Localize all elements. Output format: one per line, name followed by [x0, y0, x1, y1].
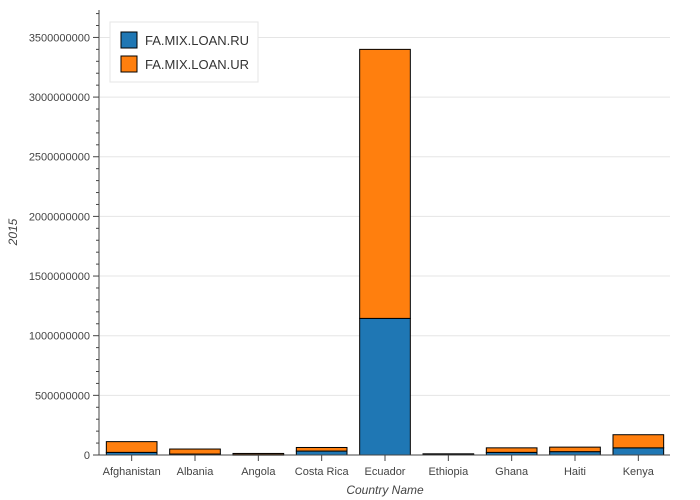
x-tick-label: Ethiopia: [428, 466, 469, 478]
bar-fa-mix-loan-ru: [359, 317, 411, 456]
bar-fa-mix-loan-ur: [359, 48, 411, 319]
bar-fa-mix-loan-ur: [105, 441, 158, 453]
x-tick-label: Ghana: [495, 466, 529, 478]
legend-label: FA.MIX.LOAN.RU: [145, 33, 249, 48]
legend-swatch: [120, 31, 138, 49]
x-tick-label: Albania: [177, 466, 215, 478]
y-tick-label: 500000000: [35, 390, 90, 402]
legend-label: FA.MIX.LOAN.UR: [145, 57, 249, 72]
y-tick-label: 1000000000: [29, 331, 90, 343]
y-tick-label: 2000000000: [29, 211, 90, 223]
y-axis: 0 500000000 1000000000 1500000000 2000000000…: [29, 13, 99, 462]
y-axis-title: 2015: [6, 218, 20, 246]
x-tick-label: Angola: [241, 466, 276, 478]
bar-fa-mix-loan-ur: [295, 446, 348, 452]
bar-fa-mix-loan-ru: [549, 451, 601, 456]
bar-fa-mix-loan-ur: [232, 452, 285, 456]
legend-box: [109, 21, 259, 83]
x-tick-label: Haiti: [564, 466, 586, 478]
y-tick-label: 3500000000: [29, 32, 90, 44]
x-axis-title: Country Name: [346, 483, 424, 497]
bar-fa-mix-loan-ru: [295, 450, 348, 456]
bar-fa-mix-loan-ur: [169, 448, 221, 455]
x-tick-label: Afghanistan: [103, 466, 161, 478]
x-tick-label: Ecuador: [365, 466, 406, 478]
x-tick-label: Kenya: [623, 466, 655, 478]
y-tick-label: 2500000000: [29, 152, 90, 164]
bar-fa-mix-loan-ru: [612, 447, 665, 456]
y-tick-label: 3000000000: [29, 92, 90, 104]
y-tick-label: 1500000000: [29, 271, 90, 283]
y-tick-label: 0: [84, 450, 90, 462]
legend: FA.MIX.LOAN.RU FA.MIX.LOAN.UR: [109, 21, 259, 83]
bar-fa-mix-loan-ur: [549, 446, 601, 453]
bar-fa-mix-loan-ur: [485, 447, 538, 453]
bar-fa-mix-loan-ur: [422, 453, 475, 455]
legend-swatch: [120, 55, 138, 73]
x-tick-label: Costa Rica: [295, 466, 350, 478]
x-axis: Afghanistan Albania Angola Costa Rica Ecuado…: [103, 455, 655, 478]
bar-fa-mix-loan-ur: [612, 434, 665, 449]
bars: [105, 48, 665, 456]
